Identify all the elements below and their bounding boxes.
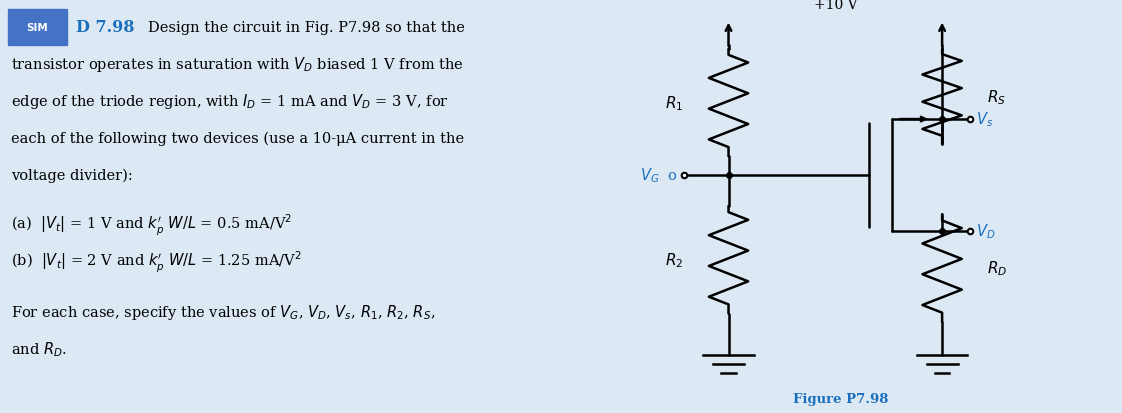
Text: $V_s$: $V_s$ [976, 110, 993, 129]
Text: and $R_D$.: and $R_D$. [11, 339, 67, 358]
Text: +10 V: +10 V [813, 0, 857, 12]
Text: D 7.98: D 7.98 [75, 19, 135, 36]
Text: $R_D$: $R_D$ [987, 259, 1008, 278]
Text: $R_2$: $R_2$ [665, 251, 683, 270]
Text: Design the circuit in Fig. P7.98 so that the: Design the circuit in Fig. P7.98 so that… [148, 21, 466, 35]
Text: edge of the triode region, with $I_D$ = 1 mA and $V_D$ = 3 V, for: edge of the triode region, with $I_D$ = … [11, 92, 449, 111]
Text: Figure P7.98: Figure P7.98 [793, 392, 889, 405]
FancyBboxPatch shape [8, 10, 67, 45]
Text: each of the following two devices (use a 10-μA current in the: each of the following two devices (use a… [11, 131, 465, 145]
Text: voltage divider):: voltage divider): [11, 169, 132, 183]
Text: For each case, specify the values of $V_G$, $V_D$, $V_s$, $R_1$, $R_2$, $R_S$,: For each case, specify the values of $V_… [11, 302, 435, 321]
Text: $R_S$: $R_S$ [987, 88, 1006, 107]
Text: SIM: SIM [27, 23, 48, 33]
Text: $V_G$  o: $V_G$ o [641, 166, 678, 185]
Text: transistor operates in saturation with $V_D$ biased 1 V from the: transistor operates in saturation with $… [11, 55, 465, 74]
Text: $R_1$: $R_1$ [665, 94, 683, 113]
Text: (a)  $|V_t|$ = 1 V and $k_p^{\prime}$ $W/L$ = 0.5 mA/V$^2$: (a) $|V_t|$ = 1 V and $k_p^{\prime}$ $W/… [11, 213, 293, 237]
Text: (b)  $|V_t|$ = 2 V and $k_p^{\prime}$ $W/L$ = 1.25 mA/V$^2$: (b) $|V_t|$ = 2 V and $k_p^{\prime}$ $W/… [11, 250, 302, 275]
Text: $V_D$: $V_D$ [976, 222, 995, 241]
